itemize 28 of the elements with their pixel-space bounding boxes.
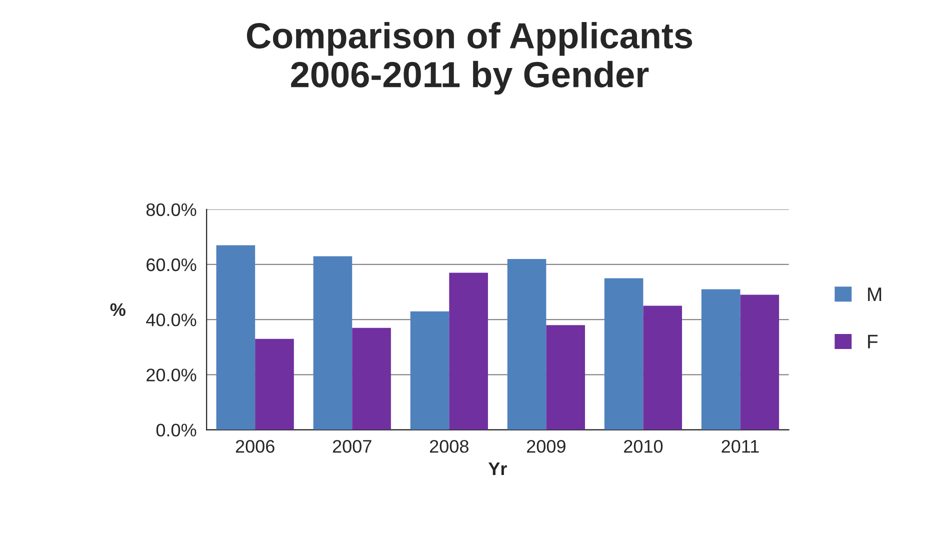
bar xyxy=(410,311,450,430)
y-tick-label: 80.0% xyxy=(146,203,196,216)
bar xyxy=(740,294,780,430)
bar xyxy=(604,278,644,430)
bar xyxy=(313,256,352,430)
x-tick-label: 2010 xyxy=(624,440,663,453)
x-tick-label: 2009 xyxy=(527,440,566,453)
bar xyxy=(701,289,740,430)
legend-label: F xyxy=(868,334,878,348)
bar xyxy=(216,245,256,430)
x-tick-label: 2011 xyxy=(722,440,759,453)
bar xyxy=(449,272,488,430)
bar xyxy=(352,328,391,430)
y-tick-label: 40.0% xyxy=(146,314,196,326)
bar xyxy=(507,258,546,430)
y-axis-title: % xyxy=(110,303,126,316)
legend-label: M xyxy=(868,288,882,301)
bar xyxy=(643,306,682,430)
y-tick-label: 20.0% xyxy=(146,368,196,382)
chart-title: Comparison of Applicants 2006-2011 by Gender xyxy=(246,22,692,95)
x-tick-label: 2007 xyxy=(332,440,372,453)
y-tick-label: 60.0% xyxy=(146,258,196,272)
bar xyxy=(255,338,294,430)
y-tick-label: 0.0% xyxy=(156,424,196,436)
x-tick-label: 2008 xyxy=(430,440,468,453)
x-tick-label: 2006 xyxy=(236,440,274,453)
bar xyxy=(546,325,585,430)
x-axis-title: Yr xyxy=(488,462,507,475)
